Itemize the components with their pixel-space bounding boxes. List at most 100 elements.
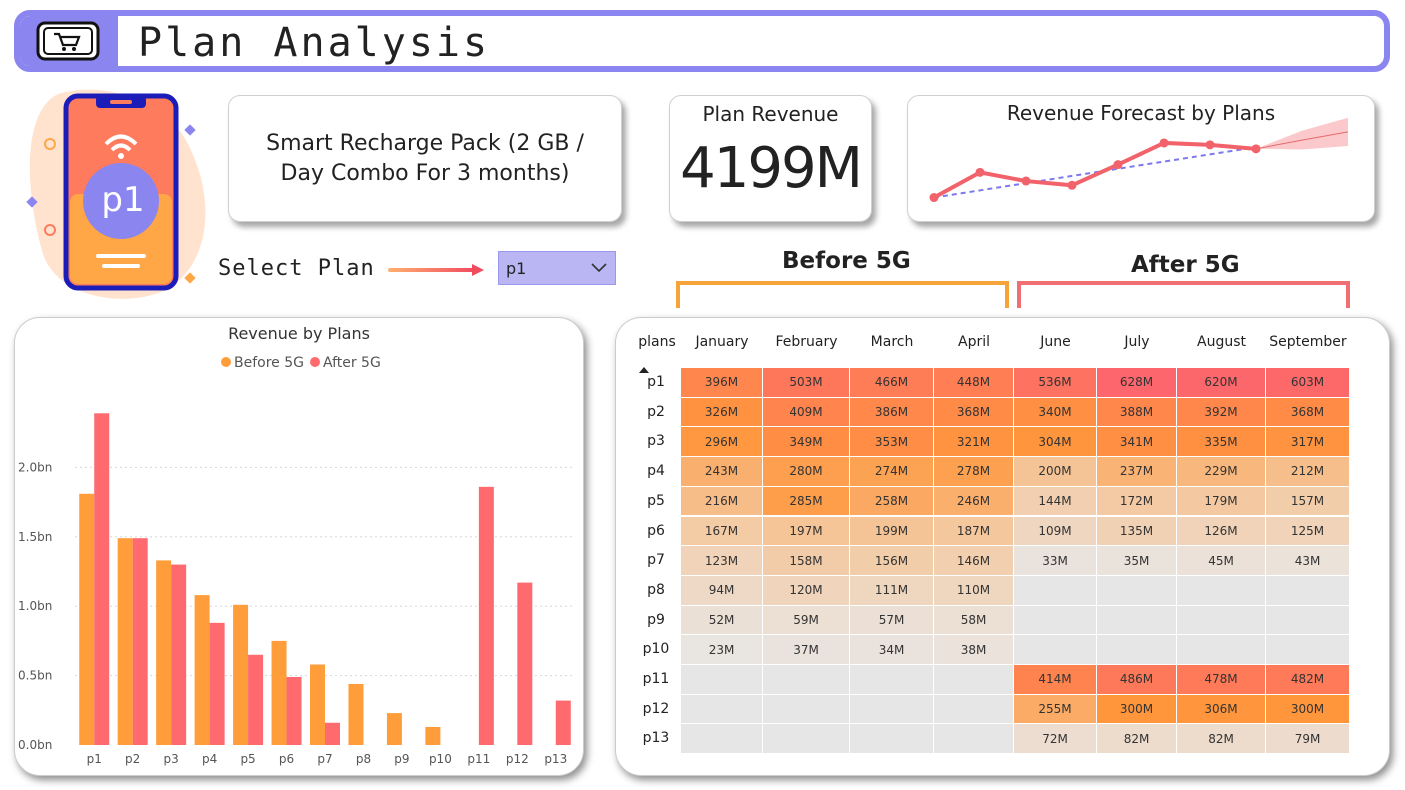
actual-point[interactable] [1251,144,1261,154]
matrix-cell[interactable] [1177,575,1265,605]
matrix-cell[interactable]: 110M [934,575,1013,605]
matrix-cell[interactable]: 156M [850,546,933,575]
matrix-cell[interactable] [681,665,762,694]
matrix-cell[interactable]: 34M [850,635,933,664]
matrix-cell[interactable] [1266,635,1349,664]
bar-before-p3[interactable] [156,560,172,745]
matrix-column-header[interactable]: July [1124,334,1150,350]
bar-before-p5[interactable] [233,604,249,745]
matrix-column-header[interactable]: September [1269,334,1347,350]
bar-after-p12[interactable] [517,582,533,745]
matrix-cell[interactable]: 536M [1014,368,1096,397]
bar-before-p6[interactable] [271,640,287,745]
matrix-cell[interactable]: 603M [1266,368,1349,397]
legend-before[interactable]: Before 5G [221,355,304,371]
matrix-cell[interactable] [763,724,849,754]
matrix-cell[interactable] [850,665,933,694]
actual-point[interactable] [1067,180,1077,190]
bar-after-p7[interactable] [325,722,340,745]
matrix-cell[interactable]: 135M [1097,516,1176,546]
matrix-cell[interactable] [1177,635,1265,664]
matrix-cell[interactable]: 23M [681,635,762,664]
matrix-cell[interactable] [934,665,1013,694]
matrix-cell[interactable]: 285M [763,486,849,516]
matrix-cell[interactable]: 82M [1097,724,1176,754]
matrix-row-header[interactable]: plans [638,334,676,350]
matrix-cell[interactable]: 37M [763,635,849,664]
matrix-cell[interactable]: 79M [1266,724,1349,754]
matrix-cell[interactable]: 126M [1177,516,1265,546]
matrix-cell[interactable]: 466M [850,368,933,397]
matrix-cell[interactable]: 111M [850,575,933,605]
matrix-cell[interactable]: 158M [763,546,849,575]
matrix-cell[interactable]: 43M [1266,546,1349,575]
matrix-cell[interactable]: 212M [1266,457,1349,486]
matrix-cell[interactable]: 157M [1266,486,1349,516]
matrix-cell[interactable]: 306M [1177,694,1265,724]
matrix-cell[interactable]: 72M [1014,724,1096,754]
matrix-cell[interactable]: 280M [763,457,849,486]
matrix-cell[interactable] [1177,605,1265,635]
matrix-column-header[interactable]: August [1197,334,1246,350]
plan-select-dropdown[interactable]: p1 [498,251,616,285]
matrix-cell[interactable]: 167M [681,516,762,546]
matrix-cell[interactable]: 229M [1177,457,1265,486]
matrix-column-header[interactable]: June [1040,334,1071,350]
matrix-cell[interactable]: 52M [681,605,762,635]
matrix-cell[interactable]: 82M [1177,724,1265,754]
bar-after-p2[interactable] [132,538,148,745]
matrix-cell[interactable]: 388M [1097,397,1176,427]
matrix-cell[interactable] [1014,575,1096,605]
matrix-cell[interactable]: 123M [681,546,762,575]
matrix-cell[interactable]: 258M [850,486,933,516]
matrix-cell[interactable]: 246M [934,486,1013,516]
matrix-cell[interactable] [850,694,933,724]
actual-point[interactable] [1205,140,1215,150]
bar-before-p1[interactable] [79,493,95,745]
matrix-cell[interactable]: 35M [1097,546,1176,575]
matrix-cell[interactable]: 340M [1014,397,1096,427]
matrix-cell[interactable]: 620M [1177,368,1265,397]
actual-point[interactable] [1113,160,1123,170]
matrix-cell[interactable]: 368M [934,397,1013,427]
matrix-cell[interactable]: 341M [1097,427,1176,457]
matrix-cell[interactable]: 278M [934,457,1013,486]
matrix-cell[interactable]: 59M [763,605,849,635]
bar-after-p11[interactable] [478,486,494,745]
matrix-cell[interactable]: 503M [763,368,849,397]
matrix-cell[interactable]: 197M [763,516,849,546]
matrix-cell[interactable]: 486M [1097,665,1176,694]
matrix-cell[interactable]: 353M [850,427,933,457]
matrix-cell[interactable] [850,724,933,754]
matrix-cell[interactable] [1266,605,1349,635]
matrix-cell[interactable]: 414M [1014,665,1096,694]
matrix-column-header[interactable]: March [870,334,914,350]
matrix-cell[interactable]: 94M [681,575,762,605]
matrix-cell[interactable] [1014,605,1096,635]
matrix-cell[interactable]: 274M [850,457,933,486]
matrix-cell[interactable]: 335M [1177,427,1265,457]
matrix-cell[interactable]: 321M [934,427,1013,457]
matrix-cell[interactable]: 482M [1266,665,1349,694]
matrix-column-header[interactable]: February [775,334,838,350]
matrix-cell[interactable] [1014,635,1096,664]
matrix-cell[interactable]: 255M [1014,694,1096,724]
matrix-cell[interactable]: 38M [934,635,1013,664]
matrix-cell[interactable]: 216M [681,486,762,516]
matrix-cell[interactable]: 120M [763,575,849,605]
bar-before-p10[interactable] [425,726,441,745]
matrix-cell[interactable] [1097,635,1176,664]
bar-before-p7[interactable] [310,664,325,745]
matrix-cell[interactable]: 179M [1177,486,1265,516]
matrix-cell[interactable]: 243M [681,457,762,486]
matrix-cell[interactable]: 628M [1097,368,1176,397]
matrix-cell[interactable]: 304M [1014,427,1096,457]
matrix-cell[interactable]: 109M [1014,516,1096,546]
bar-after-p13[interactable] [555,700,571,745]
matrix-cell[interactable]: 172M [1097,486,1176,516]
matrix-cell[interactable] [763,694,849,724]
matrix-cell[interactable]: 392M [1177,397,1265,427]
matrix-cell[interactable] [681,724,762,754]
matrix-cell[interactable]: 57M [850,605,933,635]
matrix-cell[interactable]: 187M [934,516,1013,546]
